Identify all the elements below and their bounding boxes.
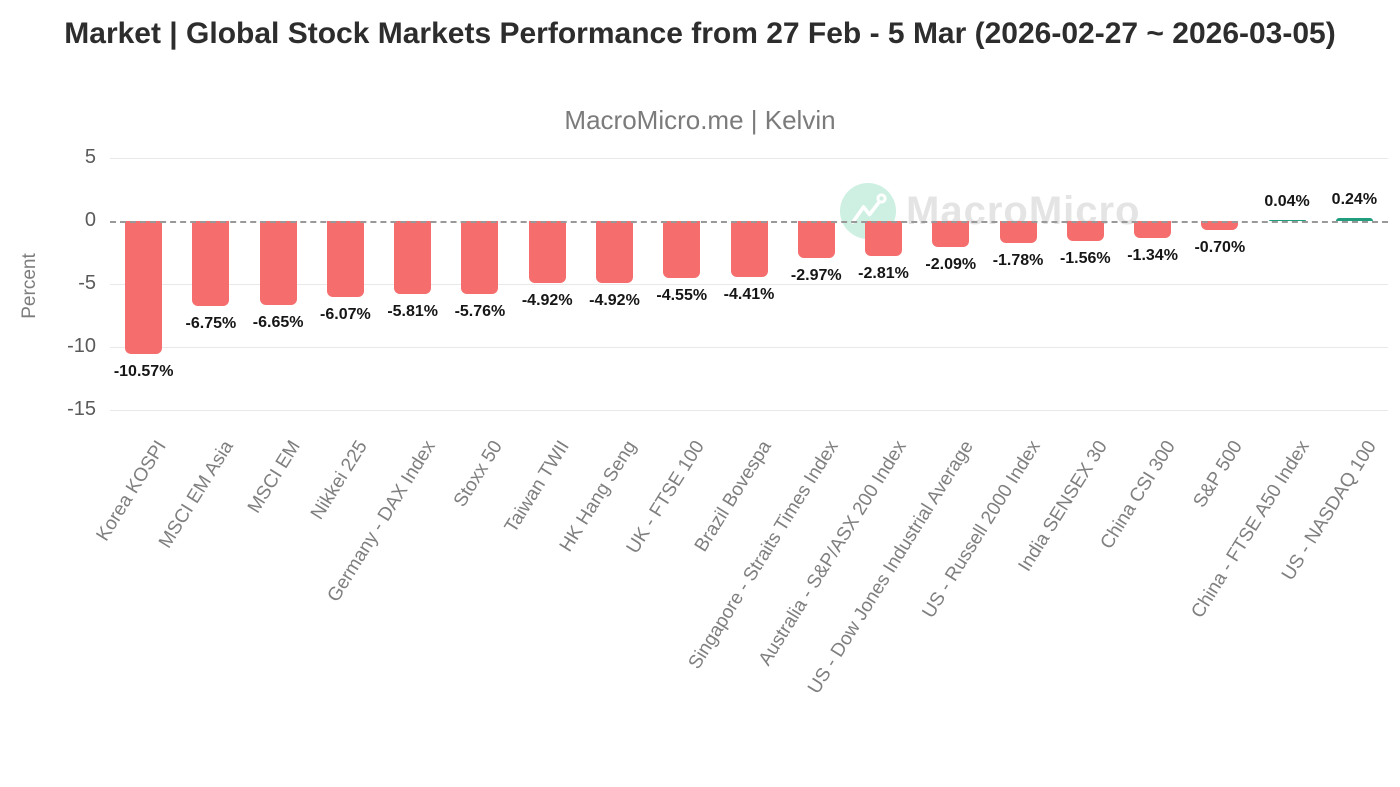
value-label: -2.97%: [790, 267, 842, 285]
bar-us-nasdaq-100[interactable]: [1335, 217, 1373, 221]
bar-uk-ftse-100[interactable]: [663, 221, 701, 279]
value-label: -0.70%: [1194, 238, 1246, 256]
value-label: -4.55%: [656, 287, 708, 305]
y-tick-label: 5: [84, 146, 96, 168]
bar-singapore-straits-times-index[interactable]: [797, 221, 835, 259]
value-label: 0.24%: [1331, 190, 1378, 208]
bar-taiwan-twii[interactable]: [528, 221, 566, 283]
value-label: -10.57%: [113, 363, 174, 381]
y-tick-label: -5: [78, 272, 96, 294]
value-label: -6.07%: [320, 306, 371, 324]
bar-msci-em-asia[interactable]: [192, 221, 230, 307]
value-label: -6.65%: [252, 313, 304, 331]
bar-us-russell-2000-index[interactable]: [999, 221, 1037, 244]
value-label: -1.78%: [992, 252, 1044, 270]
gridline: [110, 158, 1388, 159]
y-tick-label: 0: [84, 209, 96, 231]
value-label: -2.09%: [925, 256, 977, 274]
value-label: -1.56%: [1059, 249, 1111, 267]
gridline: [110, 410, 1388, 411]
zero-line: [110, 221, 1388, 223]
gridline: [110, 347, 1388, 348]
value-label: -1.34%: [1127, 246, 1178, 264]
value-label: -2.81%: [858, 265, 909, 283]
page-subtitle: MacroMicro.me | Kelvin: [564, 105, 836, 135]
y-tick-label: -15: [67, 398, 96, 420]
bar-india-sensex-30[interactable]: [1066, 221, 1104, 241]
bar-china-csi-300[interactable]: [1134, 221, 1172, 238]
value-label: -5.76%: [454, 302, 506, 320]
value-label: -5.81%: [387, 303, 439, 321]
bar-korea-kospi[interactable]: [125, 221, 163, 355]
category-label: US - NASDAQ 100: [1278, 437, 1382, 585]
value-label: -6.75%: [185, 315, 237, 333]
y-tick-label: -10: [67, 335, 96, 357]
bar-hk-hang-seng[interactable]: [595, 221, 633, 283]
value-label: -4.92%: [589, 291, 640, 309]
category-label: Korea KOSPI: [92, 437, 171, 545]
bar-china-ftse-a50-index[interactable]: [1268, 220, 1306, 221]
page-title: Market | Global Stock Markets Performanc…: [64, 17, 1336, 50]
bar-nikkei-225[interactable]: [326, 221, 364, 298]
value-label: -4.92%: [521, 291, 573, 309]
value-label: 0.04%: [1264, 193, 1310, 210]
value-label: -4.41%: [723, 285, 775, 303]
gridline: [110, 284, 1388, 285]
bar-brazil-bovespa[interactable]: [730, 221, 768, 277]
bar-msci-em[interactable]: [259, 221, 297, 305]
bar-australia-s-p-asx-200-index[interactable]: [865, 221, 903, 257]
bar-s-p-500[interactable]: [1201, 221, 1239, 230]
bar-us-dow-jones-industrial-average[interactable]: [932, 221, 970, 248]
bar-stoxx-50[interactable]: [461, 221, 499, 294]
bar-germany-dax-index[interactable]: [394, 221, 432, 295]
